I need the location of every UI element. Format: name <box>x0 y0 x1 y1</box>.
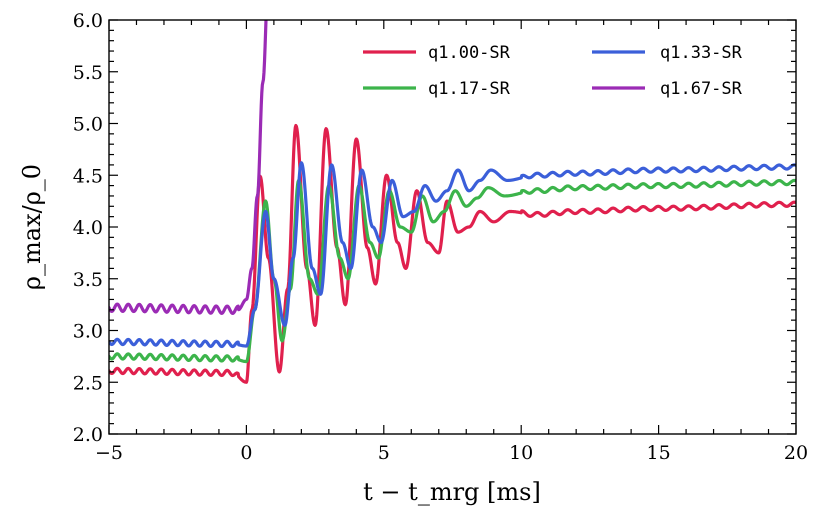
y-tick-label: 5.0 <box>73 114 103 136</box>
legend-label-q1-00: q1.00-SR <box>428 43 511 63</box>
y-tick-label: 3.0 <box>73 321 103 343</box>
legend-label-q1-17: q1.17-SR <box>428 79 511 99</box>
x-tick-label: 15 <box>647 442 671 464</box>
x-tick-label: 20 <box>784 442 808 464</box>
y-tick-label: 6.0 <box>73 10 103 32</box>
y-tick-label: 5.5 <box>73 62 103 84</box>
y-axis-label: ρ_max/ρ_0 <box>18 164 46 290</box>
x-tick-label: 10 <box>509 442 533 464</box>
y-tick-label: 4.0 <box>73 217 103 239</box>
plot-curves <box>109 20 796 384</box>
series-line-q1-67-sr <box>109 20 268 316</box>
y-tick-label: 2.5 <box>73 372 103 394</box>
y-tick-label: 2.0 <box>73 424 103 446</box>
x-tick-label: 0 <box>240 442 252 464</box>
y-tick-label: 4.5 <box>73 165 103 187</box>
series-line-q1-00-sr <box>109 123 796 384</box>
legend-label-q1-33: q1.33-SR <box>660 43 743 63</box>
series-line-q1-17-sr <box>109 178 796 364</box>
plot-frame <box>108 19 797 435</box>
tick-labels: −5 0 5 10 15 20 2.0 2.5 3.0 3.5 4.0 4.5 5.0 5.5 6.0 <box>73 10 808 464</box>
x-tick-label: −5 <box>95 442 123 464</box>
legend: q1.00-SR q1.17-SR q1.33-SR q1.67-SR <box>363 43 743 99</box>
legend-label-q1-67: q1.67-SR <box>660 79 743 99</box>
y-tick-label: 3.5 <box>73 269 103 291</box>
x-tick-label: 5 <box>378 442 390 464</box>
x-axis-label: t − t_mrg [ms] <box>363 478 541 506</box>
series-line-q1-33-sr <box>109 161 796 349</box>
